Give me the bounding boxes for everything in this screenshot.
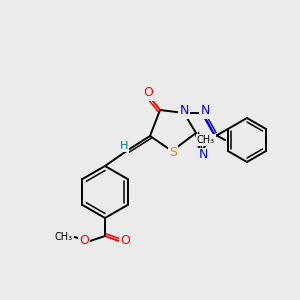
Text: S: S	[169, 146, 177, 158]
Text: N: N	[198, 148, 208, 161]
Text: CH₃: CH₃	[197, 135, 215, 145]
Text: N: N	[179, 104, 189, 118]
Text: O: O	[143, 86, 153, 100]
Text: O: O	[79, 235, 89, 248]
Text: CH₃: CH₃	[55, 232, 73, 242]
Text: H: H	[120, 141, 128, 151]
Text: N: N	[200, 104, 210, 118]
Text: O: O	[120, 235, 130, 248]
